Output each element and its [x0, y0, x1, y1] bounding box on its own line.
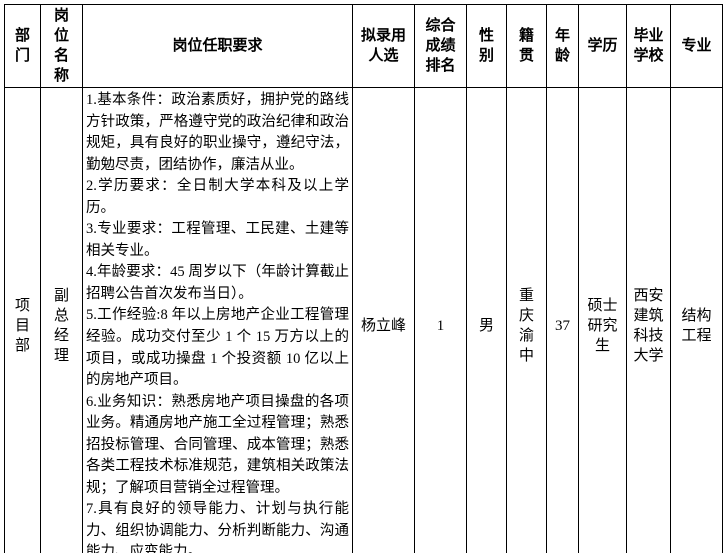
requirement-item: 2.学历要求：全日制大学本科及以上学历。: [86, 178, 349, 216]
requirement-item: 1.基本条件：政治素质好，拥护党的路线方针政策，严格遵守党的政治纪律和政治规矩，…: [86, 92, 349, 173]
cell-gender: 男: [466, 86, 507, 553]
column-header-major: 专业: [670, 4, 723, 88]
column-header-education: 学历: [578, 4, 627, 88]
column-header-candidate: 拟录用 人选: [352, 4, 415, 88]
column-header-requirements: 岗位任职要求: [82, 4, 353, 88]
cell-hometown: 重 庆 渝 中: [506, 86, 547, 553]
column-header-age: 年 龄: [546, 4, 579, 88]
requirement-item: 5.工作经验:8 年以上房地产企业工程管理经验。成功交付至少 1 个 15 万方…: [86, 307, 349, 389]
cell-requirements: 1.基本条件：政治素质好，拥护党的路线方针政策，严格遵守党的政治纪律和政治规矩，…: [82, 86, 353, 553]
cell-candidate: 杨立峰: [352, 86, 415, 553]
table-row: 项 目 部 副 总 经 理 1.基本条件：政治素质好，拥护党的路线方针政策，严格…: [4, 86, 723, 553]
header-row: 部 门 岗 位 名 称 岗位任职要求 拟录用 人选 综合 成绩 排名 性 别 籍…: [4, 4, 723, 88]
requirement-item: 7.具有良好的领导能力、计划与执行能力、组织协调能力、分析判断能力、沟通能力、应…: [86, 501, 349, 553]
requirement-item: 4.年龄要求：45 周岁以下（年龄计算截止招聘公告首次发布当日）。: [86, 264, 349, 302]
cell-position: 副 总 经 理: [40, 86, 83, 553]
cell-department: 项 目 部: [4, 86, 41, 553]
cell-education: 硕士 研究 生: [578, 86, 627, 553]
recruitment-table: 部 门 岗 位 名 称 岗位任职要求 拟录用 人选 综合 成绩 排名 性 别 籍…: [4, 4, 723, 553]
column-header-rank: 综合 成绩 排名: [414, 4, 467, 88]
column-header-hometown: 籍 贯: [506, 4, 547, 88]
column-header-school: 毕业 学校: [626, 4, 671, 88]
cell-age: 37: [546, 86, 579, 553]
cell-rank: 1: [414, 86, 467, 553]
cell-major: 结构 工程: [670, 86, 723, 553]
requirement-item: 6.业务知识：熟悉房地产项目操盘的各项业务。精通房地产施工全过程管理；熟悉招投标…: [86, 393, 349, 496]
cell-school: 西安 建筑 科技 大学: [626, 86, 671, 553]
column-header-gender: 性 别: [466, 4, 507, 88]
requirement-item: 3.专业要求：工程管理、工民建、土建等相关专业。: [86, 221, 349, 259]
column-header-position: 岗 位 名 称: [40, 4, 83, 88]
column-header-department: 部 门: [4, 4, 41, 88]
